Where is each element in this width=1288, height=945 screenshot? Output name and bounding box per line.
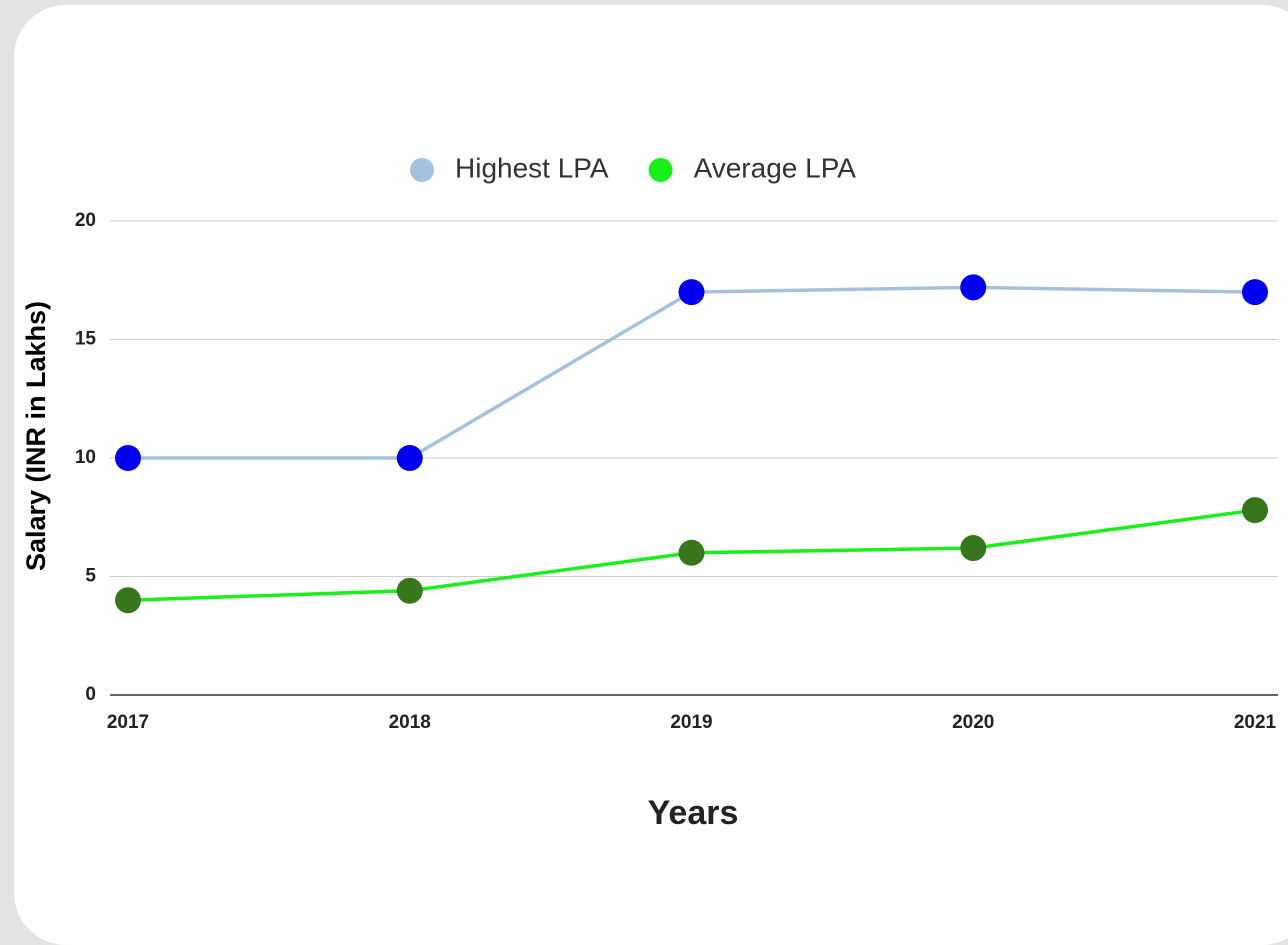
data-point: [960, 274, 987, 301]
y-tick-label: 20: [75, 210, 96, 231]
x-tick-label: 2019: [670, 712, 712, 733]
legend-marker: [410, 158, 434, 182]
data-point: [678, 279, 705, 306]
data-point: [1242, 279, 1268, 306]
card: [14, 5, 1288, 945]
legend-label: Highest LPA: [455, 152, 609, 183]
series-line: [128, 285, 1256, 460]
y-axis-title: Salary (INR in Lakhs): [21, 301, 51, 571]
legend-label: Average LPA: [694, 152, 857, 183]
data-point: [396, 445, 423, 471]
data-point: [678, 539, 705, 566]
y-tick-label: 5: [85, 566, 96, 587]
data-point: [1242, 497, 1268, 524]
chart: Years Salary (INR in Lakhs) 0 5 10 15 20 2017…: [21, 152, 1278, 832]
page: {"chart_data": {"type": "line", "categor…: [14, 5, 1288, 945]
y-tick-label: 15: [75, 329, 97, 350]
x-tick-label: 2020: [952, 712, 994, 733]
data-point: [115, 587, 141, 614]
y-tick-label: 10: [75, 447, 96, 468]
data-point: [960, 535, 987, 562]
x-tick-label: 2021: [1234, 712, 1277, 733]
x-tick-label: 2018: [389, 712, 431, 733]
data-point: [115, 445, 141, 471]
legend-marker: [648, 158, 673, 182]
x-tick-label: 2017: [107, 712, 149, 733]
data-point: [396, 577, 423, 604]
y-tick-label: 0: [85, 684, 96, 705]
x-axis-title: Years: [648, 794, 739, 832]
